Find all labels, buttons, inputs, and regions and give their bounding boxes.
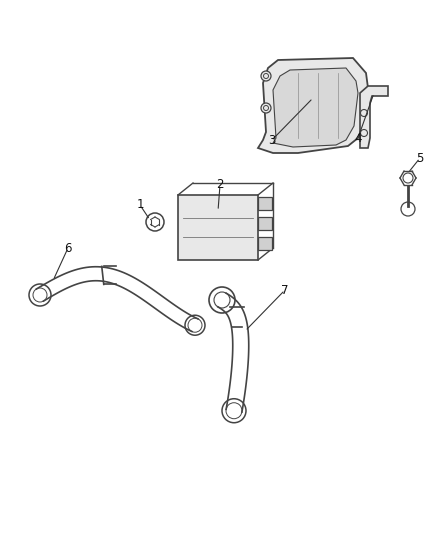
Polygon shape bbox=[360, 86, 388, 148]
Bar bbox=[258, 237, 272, 250]
Text: 4: 4 bbox=[354, 132, 362, 144]
Circle shape bbox=[261, 71, 271, 81]
Bar bbox=[258, 197, 272, 210]
Circle shape bbox=[261, 103, 271, 113]
Polygon shape bbox=[273, 68, 358, 147]
Text: 6: 6 bbox=[64, 241, 72, 254]
Text: 7: 7 bbox=[281, 284, 289, 296]
Text: 5: 5 bbox=[416, 151, 424, 165]
Bar bbox=[178, 195, 258, 260]
Bar bbox=[258, 217, 272, 230]
Text: 2: 2 bbox=[216, 179, 224, 191]
Text: 1: 1 bbox=[136, 198, 144, 212]
Text: 3: 3 bbox=[268, 133, 276, 147]
Polygon shape bbox=[258, 58, 368, 153]
